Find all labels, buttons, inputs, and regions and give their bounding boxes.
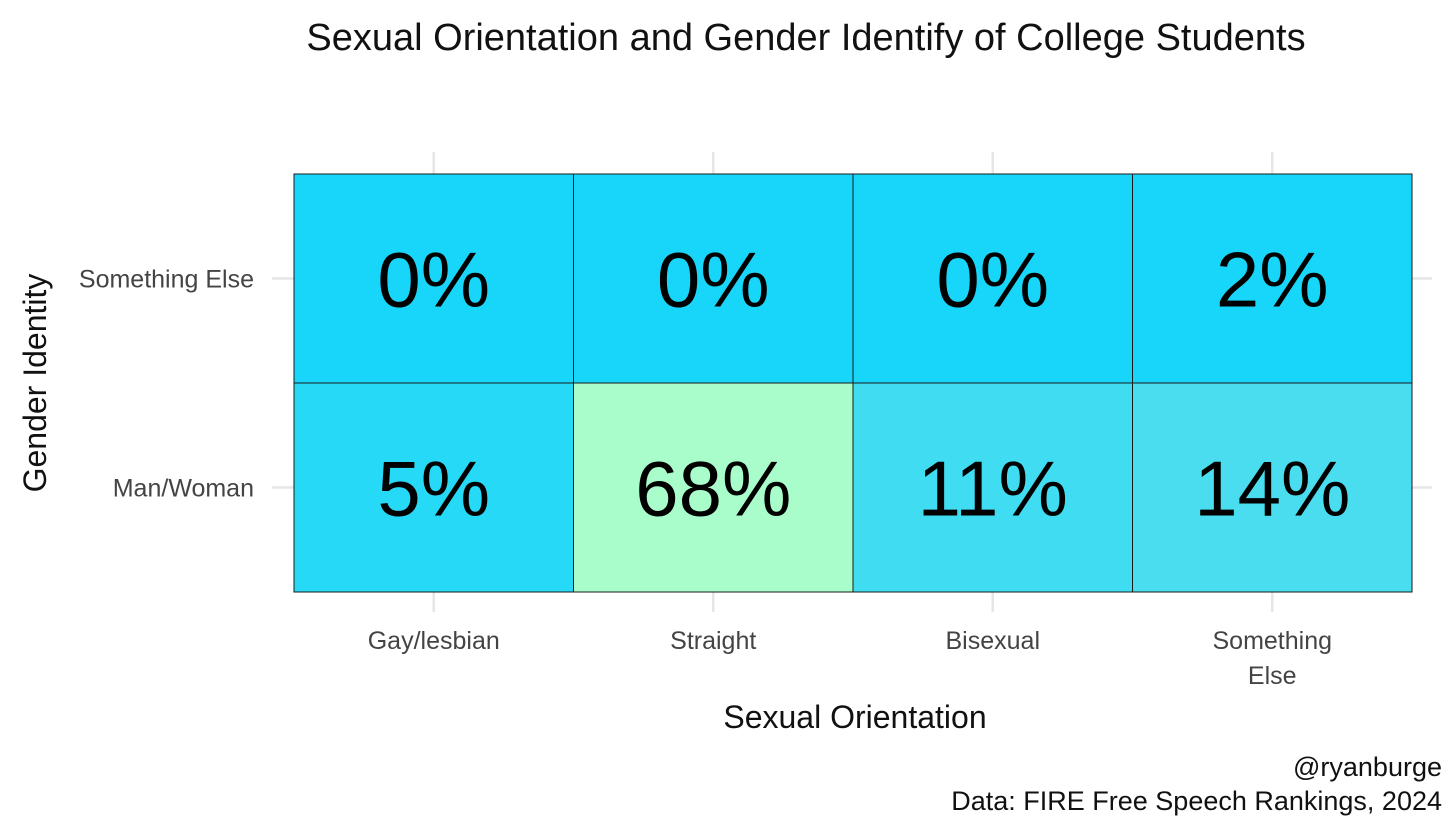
caption-source: Data: FIRE Free Speech Rankings, 2024 bbox=[951, 786, 1442, 816]
cell-layer: 0% 0% 0% 2% 5% 68% 11% 14% bbox=[293, 173, 1413, 593]
heatmap-cell bbox=[852, 382, 1133, 593]
heatmap-cell bbox=[293, 382, 574, 593]
x-axis-title: Sexual Orientation bbox=[723, 699, 986, 735]
heatmap-cell bbox=[1132, 173, 1413, 384]
x-tick-label: Gay/lesbian bbox=[368, 627, 500, 655]
cell-value-label: 14% bbox=[1194, 445, 1350, 533]
cell-value-label: 0% bbox=[657, 236, 770, 324]
x-tick-label: Bisexual bbox=[946, 627, 1041, 655]
cell-value-label: 2% bbox=[1216, 236, 1329, 324]
cell-value-label: 11% bbox=[918, 445, 1068, 533]
heatmap-cell bbox=[852, 173, 1133, 384]
x-axis-ticks: Gay/lesbian Straight Bisexual Something Else bbox=[368, 627, 1332, 690]
heatmap-cell bbox=[293, 173, 574, 384]
cell-value-label: 0% bbox=[377, 236, 490, 324]
heatmap-cell bbox=[573, 382, 854, 593]
y-axis-ticks: Man/Woman Something Else bbox=[79, 266, 254, 503]
cell-value-label: 0% bbox=[936, 236, 1049, 324]
cell-value-label: 68% bbox=[635, 445, 791, 533]
heatmap-cell bbox=[1132, 382, 1413, 593]
y-tick-label: Something Else bbox=[79, 266, 254, 294]
chart-title: Sexual Orientation and Gender Identify o… bbox=[306, 17, 1305, 59]
y-axis-title: Gender Identity bbox=[17, 274, 53, 493]
caption-handle: @ryanburge bbox=[1293, 752, 1442, 782]
x-tick-label: Straight bbox=[670, 627, 756, 655]
cell-value-label: 5% bbox=[377, 445, 490, 533]
x-tick-label: Something Else bbox=[1212, 627, 1332, 690]
y-tick-label: Man/Woman bbox=[113, 475, 254, 503]
